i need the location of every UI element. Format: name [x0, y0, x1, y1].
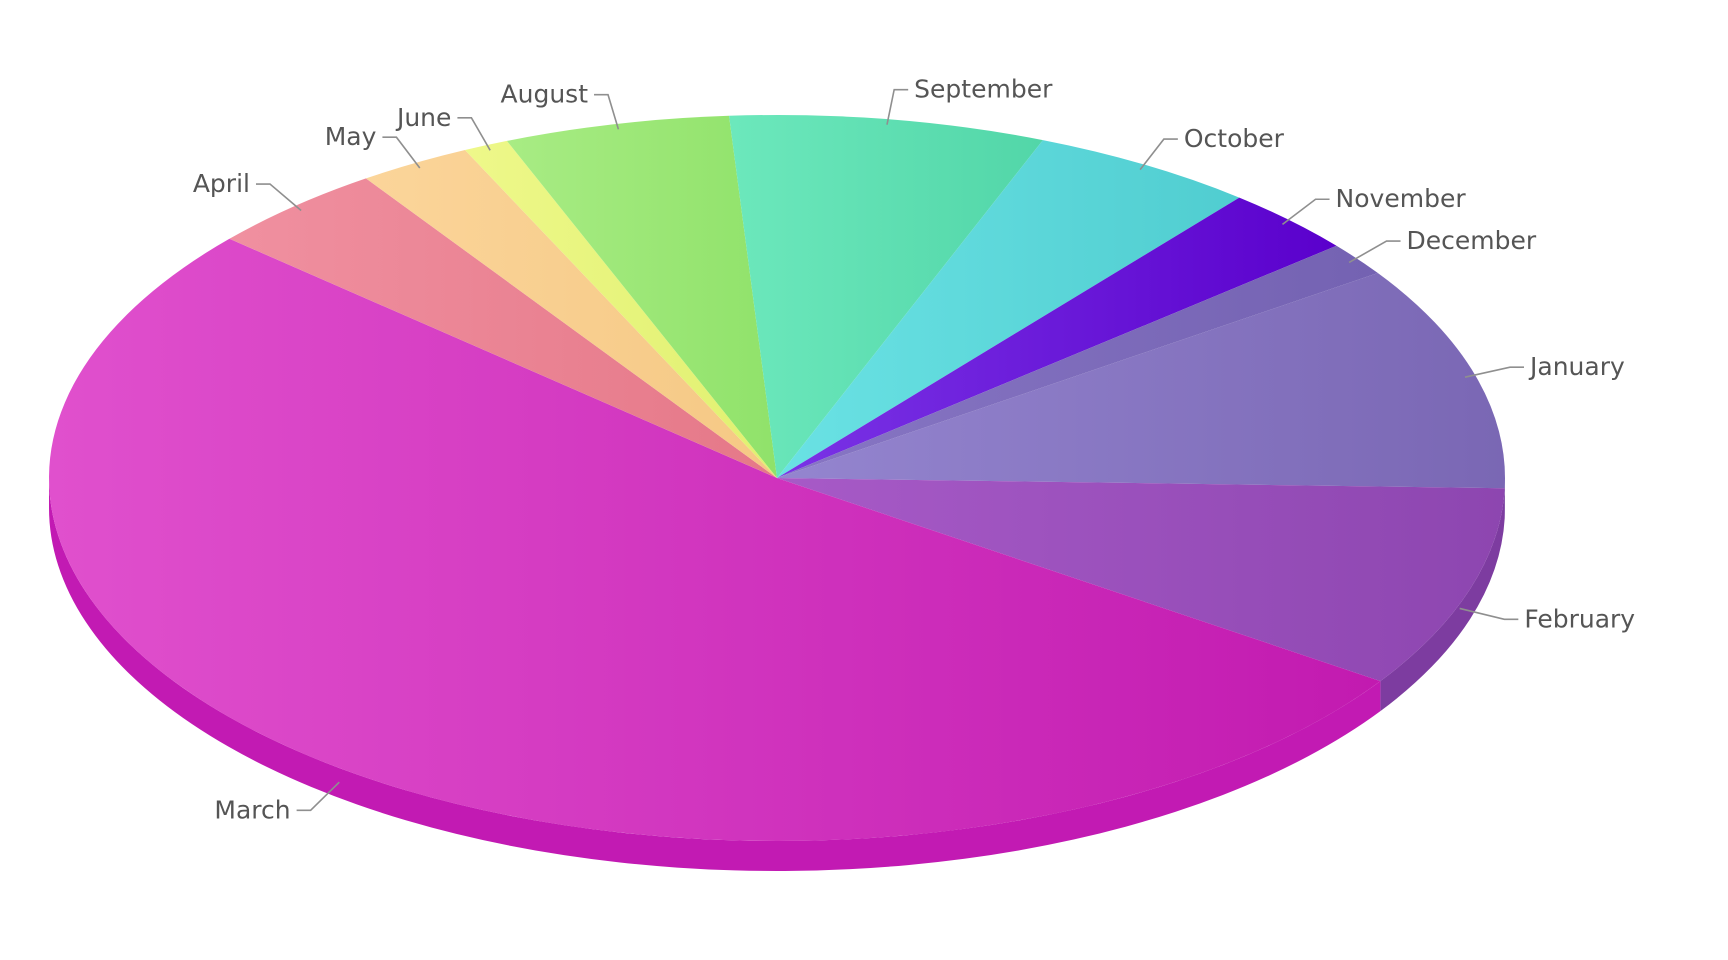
- leader-line-september: [886, 88, 909, 125]
- slice-october[interactable]: [777, 140, 1240, 478]
- leader-line-january: [1464, 366, 1525, 378]
- slice-december[interactable]: [777, 245, 1378, 478]
- leader-line-august: [594, 93, 620, 130]
- side-wall-february: [1380, 488, 1505, 712]
- pie-labels: January February March April May June August Se…: [193, 75, 1635, 825]
- slice-label-april: April: [193, 169, 250, 198]
- slice-march[interactable]: [49, 238, 1381, 841]
- pie-side-walls: [49, 478, 1505, 872]
- leader-line-november: [1281, 198, 1330, 226]
- slice-november[interactable]: [777, 197, 1337, 478]
- slice-june[interactable]: [464, 140, 777, 478]
- leader-line-march: [296, 781, 340, 812]
- slice-label-february: February: [1524, 604, 1635, 633]
- leader-line-december: [1348, 240, 1401, 264]
- slice-label-march: March: [214, 795, 290, 824]
- slice-label-december: December: [1407, 226, 1537, 255]
- slice-label-november: November: [1336, 184, 1467, 213]
- leader-line-april: [255, 183, 302, 212]
- slice-label-october: October: [1184, 124, 1285, 153]
- slice-label-june: June: [395, 103, 451, 132]
- leader-line-june: [457, 117, 491, 151]
- slice-label-january: January: [1528, 352, 1625, 381]
- slice-january[interactable]: [777, 273, 1505, 489]
- slice-label-august: August: [501, 80, 589, 109]
- slice-september[interactable]: [729, 115, 1043, 479]
- pie-top-slices: [49, 115, 1505, 841]
- leader-line-may: [382, 136, 421, 169]
- leader-line-october: [1139, 138, 1178, 171]
- slice-april[interactable]: [229, 178, 778, 478]
- slice-february[interactable]: [777, 478, 1505, 682]
- slice-may[interactable]: [365, 150, 777, 478]
- leader-line-february: [1459, 607, 1519, 621]
- slice-label-may: May: [325, 122, 377, 151]
- slice-label-september: September: [914, 75, 1053, 104]
- slice-august[interactable]: [506, 115, 777, 478]
